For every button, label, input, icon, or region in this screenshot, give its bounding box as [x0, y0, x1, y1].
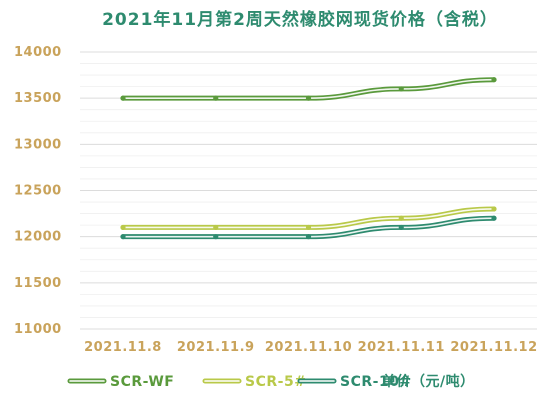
data-point — [305, 95, 312, 101]
y-tick-label: 13500 — [14, 91, 62, 106]
legend-label: SCR-5# — [245, 374, 306, 390]
unit-label: 单价（元/吨） — [382, 373, 475, 390]
data-point — [213, 224, 219, 231]
legend-item: SCR-5# — [202, 374, 306, 390]
series-lines — [120, 77, 497, 240]
series-scr-5- — [120, 206, 497, 231]
legend-label: SCR-10# — [340, 374, 412, 390]
data-point — [491, 215, 497, 221]
y-tick-label: 13000 — [14, 137, 62, 152]
chart-title: 2021年11月第2周天然橡胶网现货价格（含税） — [102, 9, 498, 30]
legend-item: SCR-10# — [297, 374, 412, 390]
data-point — [120, 234, 126, 240]
data-point — [120, 224, 126, 231]
series-scr-wf — [120, 77, 497, 101]
legend-label: SCR-WF — [110, 374, 174, 390]
x-tick-label: 2021.11.8 — [84, 340, 162, 355]
x-tick-label: 2021.11.12 — [450, 340, 537, 355]
series-scr-10- — [120, 215, 497, 240]
y-tick-label: 12000 — [14, 230, 62, 245]
y-tick-label: 11000 — [14, 322, 62, 337]
y-tick-label: 12500 — [14, 184, 62, 199]
data-point — [491, 77, 497, 83]
x-tick-label: 2021.11.9 — [177, 340, 255, 355]
data-point — [305, 224, 312, 231]
data-point — [305, 234, 312, 240]
series-line — [120, 77, 497, 101]
legend-item: SCR-WF — [67, 374, 174, 390]
data-point — [398, 86, 404, 92]
data-point — [398, 224, 404, 231]
data-point — [120, 95, 126, 101]
y-axis: 14000 13500 13000 12500 12000 11500 11000 — [14, 45, 62, 337]
data-point — [213, 95, 219, 101]
x-tick-label: 2021.11.10 — [265, 340, 352, 355]
legend: SCR-WF SCR-5# SCR-10#单价（元/吨） — [67, 373, 475, 390]
x-axis: 2021.11.8 2021.11.9 2021.11.10 2021.11.11 20… — [84, 340, 537, 355]
y-tick-label: 14000 — [14, 45, 62, 60]
data-point — [213, 234, 219, 240]
series-line-highlight — [122, 78, 495, 99]
x-tick-label: 2021.11.11 — [358, 340, 445, 355]
data-point — [398, 215, 404, 221]
grid-lines — [80, 51, 537, 330]
data-point — [491, 206, 497, 212]
y-tick-label: 11500 — [14, 276, 62, 291]
